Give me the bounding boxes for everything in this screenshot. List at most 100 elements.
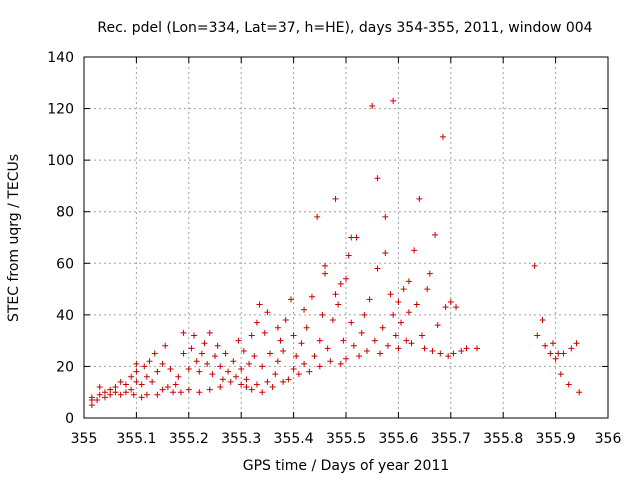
data-point [534,332,541,339]
data-point [405,278,412,285]
data-point [264,378,271,385]
x-tick-label: 355.2 [169,431,209,447]
data-point [267,350,274,357]
data-point [343,275,349,282]
data-point [143,373,150,380]
data-point [112,384,119,391]
data-point [311,353,318,360]
data-point [395,345,402,352]
data-point [557,371,564,378]
data-point [164,384,171,391]
data-point [290,366,297,373]
data-point [225,368,232,375]
data-point [324,345,331,352]
data-point [303,324,310,331]
data-point [374,265,381,272]
data-point [387,291,394,298]
data-point [177,389,184,396]
x-tick-label: 355.4 [274,431,314,447]
y-axis-label: STEC from uqrg / TECUs [6,154,22,322]
data-point [280,378,287,385]
data-point [196,389,203,396]
data-point [306,368,313,375]
x-axis-label: GPS time / Days of year 2011 [243,458,450,474]
data-point [418,332,425,339]
data-point [316,337,323,344]
data-point [214,342,221,349]
data-point [185,386,192,393]
data-point [107,386,114,393]
data-point [319,311,326,318]
data-point [88,402,95,409]
data-point [432,231,439,238]
data-point [196,368,203,375]
data-point [348,234,355,241]
data-point [101,394,108,401]
data-point [206,329,213,336]
data-point [411,247,418,254]
data-point [261,329,268,336]
data-point [206,386,213,393]
data-point [128,386,135,393]
data-point [447,298,454,305]
grid-lines [84,57,608,418]
data-point [576,389,583,396]
data-point [112,389,119,396]
data-point [290,332,297,339]
data-point [253,319,260,326]
data-point [555,350,562,357]
axes: 355 355.1 355.2 355.3 355.4 355.5 355.6 355.7 35… [47,50,621,447]
data-point [209,371,216,378]
data-point [295,371,302,378]
x-tick-label: 355.5 [326,431,366,447]
data-point [379,324,386,331]
data-point [361,311,368,318]
data-point [565,381,572,388]
data-point [222,350,229,357]
data-point [96,391,103,398]
data-point [340,337,347,344]
data-point [329,317,336,324]
data-point [175,373,182,380]
data-point [301,360,308,367]
data-point [429,347,436,354]
data-point [117,378,124,385]
data-point [191,332,198,339]
data-point [248,332,255,339]
y-tick-label: 20 [56,359,74,375]
data-point [369,102,376,109]
data-point [390,311,397,318]
data-point [445,353,452,360]
data-point [151,350,158,357]
data-point [253,381,260,388]
data-point [353,234,360,241]
data-point [251,353,258,360]
y-tick-label: 40 [56,308,74,324]
chart-title: Rec. pdel (Lon=334, Lat=37, h=HE), days … [97,20,592,36]
data-point [204,360,211,367]
data-point [405,309,412,316]
data-point [88,394,95,401]
data-point [560,350,567,357]
data-point [384,342,391,349]
data-point [332,195,339,202]
data-point [133,378,140,385]
data-point [343,355,349,362]
data-point [149,378,156,385]
data-point [282,317,289,324]
data-point [434,322,441,329]
data-point [185,366,192,373]
data-point [395,298,402,305]
data-point [345,252,352,259]
data-point [162,342,169,349]
data-point [474,345,480,352]
x-tick-label: 356 [595,431,622,447]
data-point [424,286,431,293]
data-point [332,291,339,298]
data-point [539,317,546,324]
data-point [337,280,344,287]
data-point [133,360,140,367]
data-point [421,345,428,352]
data-point [212,353,218,360]
data-point [143,391,150,398]
